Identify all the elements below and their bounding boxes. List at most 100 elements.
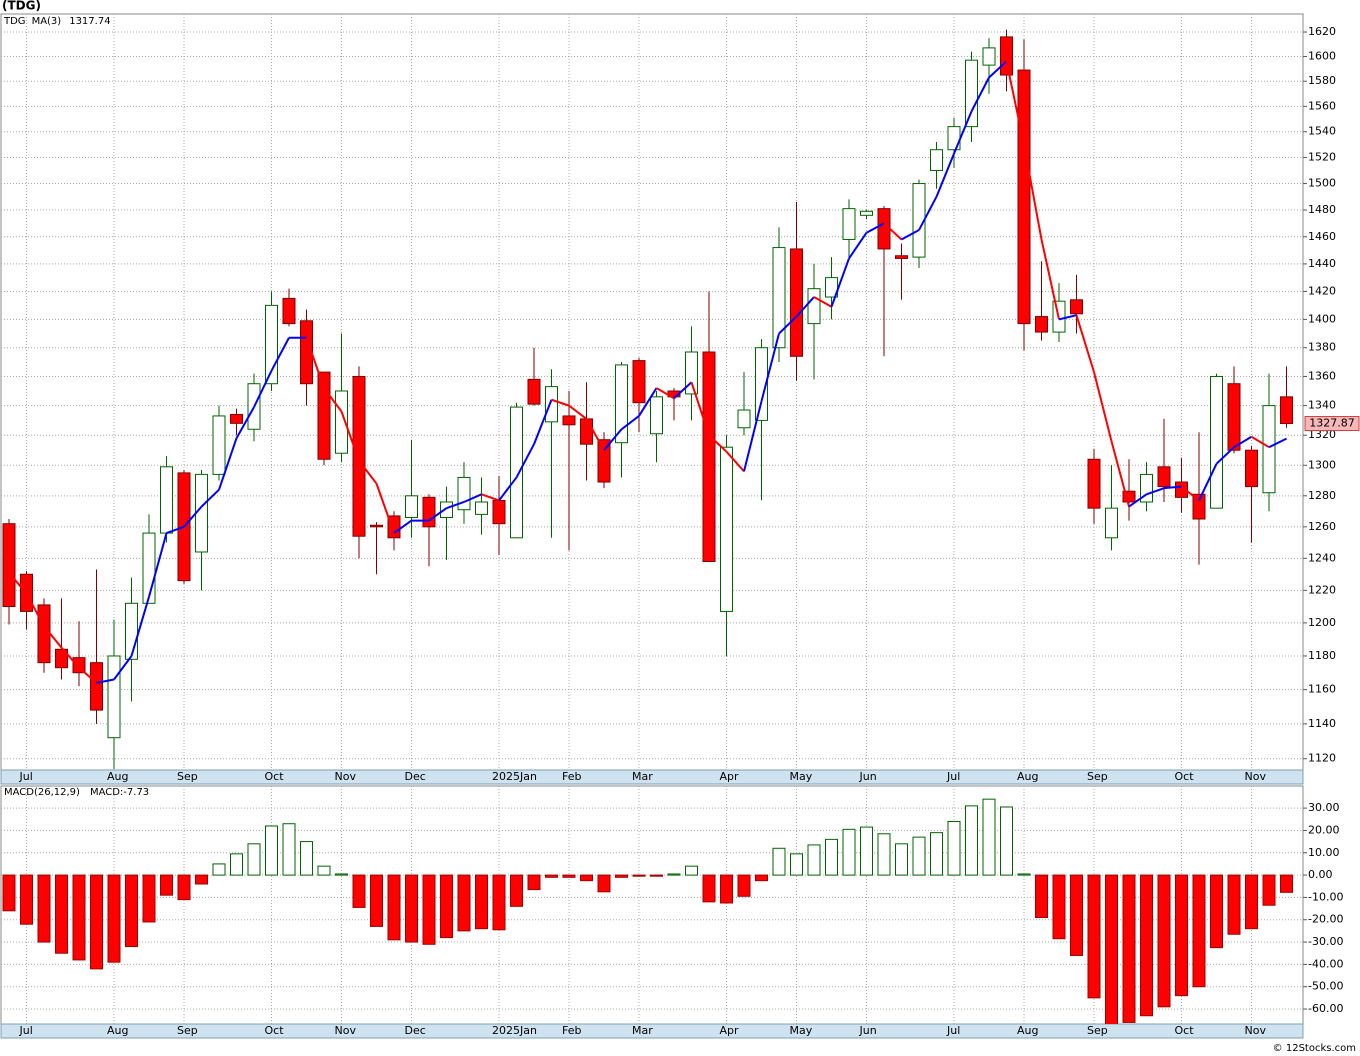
y-tick-label: 30.00 (1308, 801, 1340, 814)
macd-bar (1157, 874, 1171, 1008)
candle-body (615, 364, 628, 444)
x-tick-label: Jun (859, 770, 877, 783)
ma-line (113, 655, 133, 681)
ma-line (568, 404, 588, 420)
ma-line (935, 153, 955, 198)
x-tick-label: Aug (107, 770, 128, 783)
candle-body (1280, 396, 1293, 425)
legend-symbol: TDG (3, 16, 26, 27)
candle-body (720, 446, 733, 612)
x-tick-label: May (790, 1024, 813, 1037)
macd-bar (615, 874, 628, 878)
macd-bar (195, 874, 208, 885)
macd-bar (860, 826, 873, 876)
candle-body (650, 396, 663, 435)
x-tick-label: Apr (720, 770, 740, 783)
macd-bar (475, 874, 488, 930)
ma-line (130, 596, 150, 657)
candle-body (702, 351, 716, 563)
ma-line (166, 525, 185, 535)
x-tick-label: Dec (405, 770, 426, 783)
y-tick-label: -20.00 (1308, 913, 1343, 926)
y-tick-label: 1540 (1308, 125, 1336, 138)
ma-line (1250, 435, 1270, 449)
candle-body (562, 415, 576, 426)
macd-bar (755, 874, 768, 882)
ma-line (25, 593, 45, 627)
candle-body (1210, 375, 1223, 509)
ma-line (620, 415, 640, 431)
ma-line (1040, 239, 1060, 320)
candle-body (947, 126, 961, 151)
macd-bar (1052, 874, 1066, 940)
candle-body (527, 378, 541, 405)
candle-body (1000, 36, 1013, 76)
macd-bar (1175, 874, 1188, 997)
y-tick-label: 1160 (1308, 683, 1336, 696)
x-tick-label: Nov (335, 1024, 357, 1037)
candle-body (160, 466, 173, 534)
y-tick-label: 1420 (1308, 284, 1336, 297)
x-tick-label: Apr (720, 1024, 740, 1037)
ma-line (918, 196, 938, 231)
x-tick-label: Nov (335, 770, 357, 783)
macd-bar (895, 843, 908, 876)
ma-line (253, 370, 273, 408)
macd-bar (387, 874, 401, 941)
macd-bar (842, 828, 856, 876)
candle-body (72, 657, 86, 674)
macd-bar (1017, 873, 1031, 876)
y-tick-label: 1360 (1308, 369, 1336, 382)
macd-bar (580, 874, 593, 882)
ma-line (830, 258, 850, 308)
y-tick-label: 1460 (1308, 230, 1336, 243)
ma-line (778, 315, 798, 335)
macd-bar (55, 874, 68, 954)
x-tick-label: Sep (1087, 770, 1108, 783)
macd-bar (352, 874, 366, 908)
ma-line (218, 437, 238, 490)
candle-body (1262, 405, 1276, 494)
x-tick-label: May (790, 770, 813, 783)
x-tick-label: Dec (405, 1024, 426, 1037)
macd-bar (1122, 874, 1136, 1023)
candle-body (282, 297, 296, 325)
candle-body (1070, 299, 1083, 315)
candle-body (1122, 490, 1136, 503)
y-tick-label: 1400 (1308, 312, 1336, 325)
x-tick-label: Nov (1245, 770, 1267, 783)
y-tick-label: 1140 (1308, 717, 1336, 730)
candle-body (1175, 481, 1188, 498)
candle-body (982, 47, 996, 66)
candle-body (55, 648, 68, 669)
macd-bar (370, 874, 383, 927)
x-tick-label: Oct (1175, 770, 1195, 783)
y-tick-label: 1200 (1308, 616, 1336, 629)
date-band (0, 1023, 1304, 1039)
candle-body (685, 351, 698, 395)
y-tick-label: 1620 (1308, 25, 1336, 38)
legend-value: 1317.74 (69, 16, 110, 27)
macd-bar (1105, 874, 1118, 1024)
y-tick-label: 1280 (1308, 489, 1336, 502)
candle-body (1192, 493, 1206, 520)
macd-panel (0, 785, 1304, 1025)
x-tick-label: Jul (946, 770, 960, 783)
candle-body (37, 604, 51, 664)
x-tick-label: Mar (632, 1024, 653, 1037)
macd-bar (2, 874, 16, 912)
macd-bar (335, 873, 348, 876)
ma-line (1163, 485, 1182, 490)
x-tick-label: Aug (1017, 1024, 1038, 1037)
ma-line (200, 488, 220, 508)
x-tick-label: Feb (562, 770, 581, 783)
macd-bar (982, 798, 996, 876)
ma-line (481, 493, 500, 502)
candle-body (597, 439, 611, 483)
ma-line (270, 337, 290, 372)
candle-body (1140, 473, 1153, 503)
last-price-box (1304, 416, 1360, 432)
panel-title: MACD(26,12,9) (4, 787, 80, 798)
ma-line (1146, 487, 1165, 496)
